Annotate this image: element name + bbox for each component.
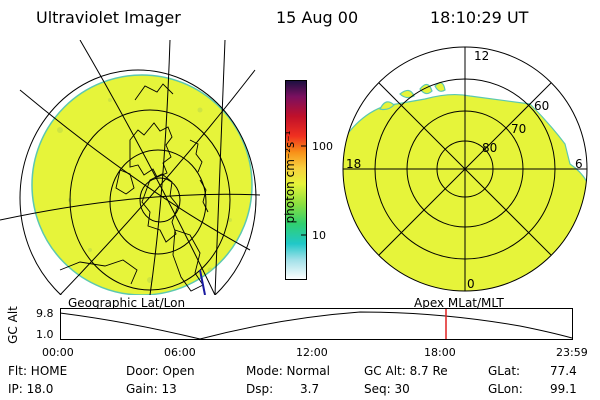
mlt-label-12: 12 — [474, 49, 489, 63]
color-scale-bar — [285, 80, 307, 280]
gc-alt-status: GC Alt: 8.7 Re — [364, 364, 448, 378]
graticule — [0, 40, 260, 295]
mlt-label-6: 6 — [575, 157, 583, 171]
river-mark — [199, 269, 206, 295]
gain-status: Gain: 13 — [126, 382, 177, 396]
image-disk — [31, 74, 253, 295]
altitude-timeline-plot — [60, 308, 573, 340]
altitude-ytick-bottom: 1.0 — [36, 328, 54, 341]
mlt-label-0: 0 — [467, 277, 475, 291]
date-label: 15 Aug 00 — [276, 8, 359, 27]
instrument-title: Ultraviolet Imager — [36, 8, 181, 27]
glat-value: 77.4 — [550, 364, 577, 378]
auroral-arcs — [379, 82, 446, 111]
dsp-label: Dsp: — [246, 382, 274, 396]
door-status: Door: Open — [126, 364, 195, 378]
time-label: 18:10:29 UT — [430, 8, 529, 27]
glon-value: 99.1 — [550, 382, 577, 396]
mlat-label-70: 70 — [511, 122, 526, 136]
colorbar-tick-10: 10 — [312, 229, 326, 242]
dsp-value: 3.7 — [300, 382, 320, 396]
glon-label: GLon: — [488, 382, 523, 396]
geographic-image — [0, 40, 260, 295]
mlat-label-60: 60 — [534, 99, 549, 113]
time-tick-0000: 00:00 — [42, 346, 74, 359]
flight-status: Flt: HOME — [8, 364, 68, 378]
mlt-label-18: 18 — [346, 157, 361, 171]
altitude-ytick-top: 9.8 — [36, 307, 54, 320]
time-tick-1800: 18:00 — [424, 346, 456, 359]
mode-status: Mode: Normal — [246, 364, 330, 378]
polar-grid — [342, 46, 588, 292]
time-tick-2359: 23:59 — [556, 346, 588, 359]
seq-status: Seq: 30 — [364, 382, 410, 396]
colorbar-tick-100: 100 — [312, 140, 333, 153]
mlat-mlt-polar-plot: 12 18 6 0 60 70 80 — [342, 46, 588, 292]
time-tick-1200: 12:00 — [296, 346, 328, 359]
ip-status: IP: 18.0 — [8, 382, 54, 396]
altitude-ylabel: GC Alt — [5, 306, 20, 344]
colorbar-unit-label: photon cm⁻²s⁻¹ — [283, 130, 297, 224]
time-tick-0600: 06:00 — [164, 346, 196, 359]
mlat-label-80: 80 — [482, 141, 497, 155]
right-panel-caption: Apex MLat/MLT — [414, 296, 504, 310]
altitude-curve — [60, 311, 573, 340]
glat-label: GLat: — [488, 364, 521, 378]
left-panel-caption: Geographic Lat/Lon — [68, 296, 186, 310]
